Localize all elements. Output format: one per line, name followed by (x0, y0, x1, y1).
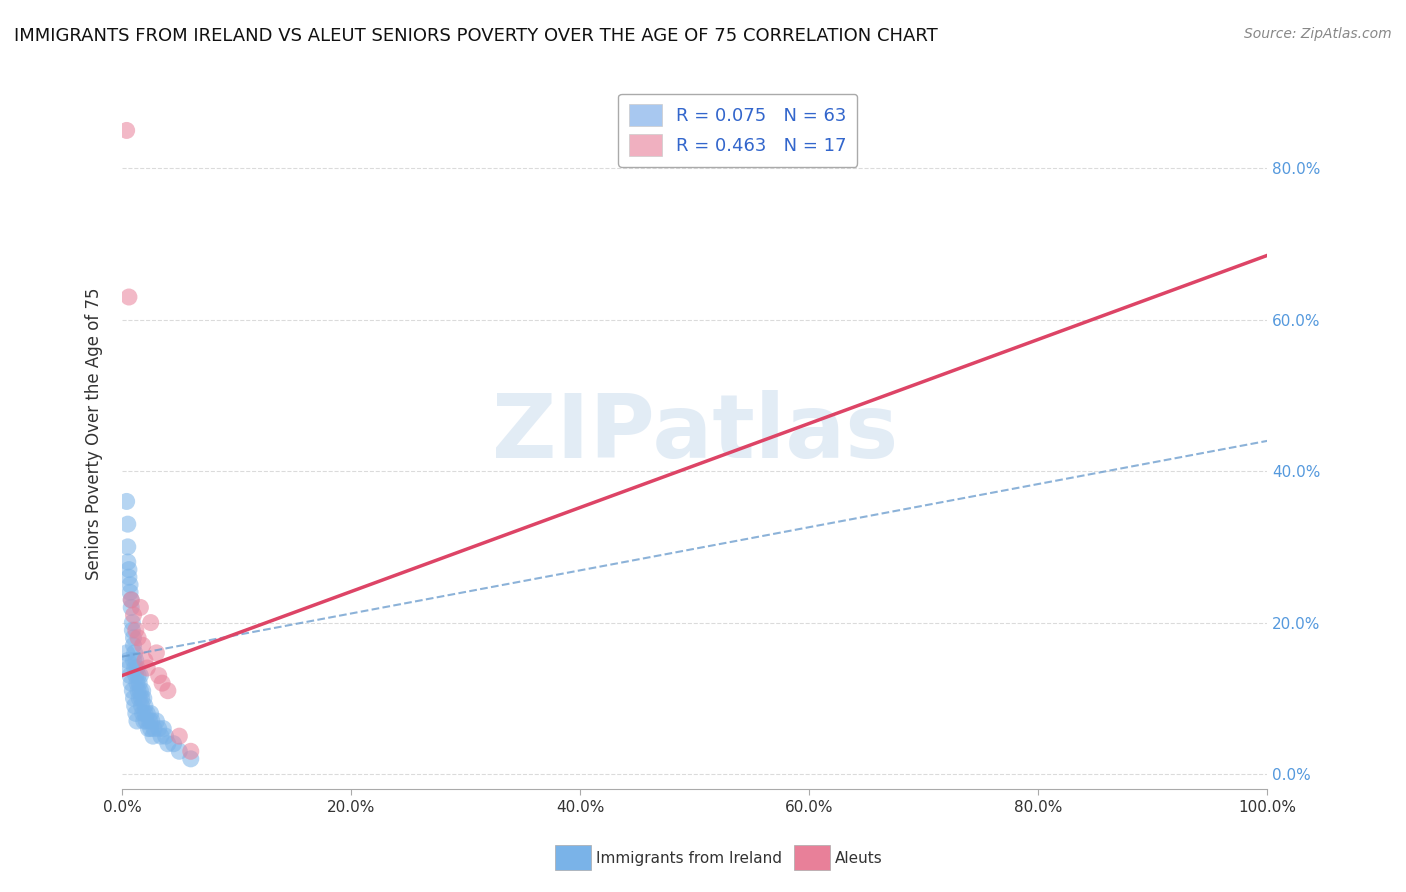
Point (169, 729, 191, 743)
Text: Aleuts: Aleuts (835, 851, 883, 865)
Point (118, 570, 141, 584)
Text: IMMIGRANTS FROM IRELAND VS ALEUT SENIORS POVERTY OVER THE AGE OF 75 CORRELATION : IMMIGRANTS FROM IRELAND VS ALEUT SENIORS… (14, 27, 938, 45)
Point (121, 683, 143, 698)
Point (122, 638, 145, 652)
Y-axis label: Seniors Poverty Over the Age of 75: Seniors Poverty Over the Age of 75 (86, 287, 103, 580)
Point (156, 683, 179, 698)
Point (124, 661, 146, 675)
Point (125, 706, 148, 721)
Point (124, 646, 146, 660)
Point (129, 600, 152, 615)
Point (162, 737, 184, 751)
Point (132, 691, 155, 706)
Point (135, 714, 157, 728)
Point (131, 638, 153, 652)
Text: Source: ZipAtlas.com: Source: ZipAtlas.com (1244, 27, 1392, 41)
Point (120, 578, 142, 592)
Point (122, 631, 145, 645)
Point (131, 706, 153, 721)
Point (117, 653, 139, 667)
Point (132, 714, 155, 728)
Point (125, 714, 148, 728)
Point (120, 676, 142, 690)
Point (131, 691, 153, 706)
Point (129, 683, 152, 698)
Point (139, 706, 162, 721)
Point (115, 646, 138, 660)
Point (141, 714, 163, 728)
Point (118, 290, 141, 304)
Legend: R = 0.075   N = 63, R = 0.463   N = 17: R = 0.075 N = 63, R = 0.463 N = 17 (619, 94, 858, 167)
Point (120, 668, 142, 682)
Point (139, 722, 162, 736)
Point (120, 592, 142, 607)
Point (125, 676, 148, 690)
Point (145, 714, 167, 728)
Point (136, 706, 159, 721)
Text: ZIPatlas: ZIPatlas (492, 390, 898, 477)
Point (125, 653, 148, 667)
Point (156, 737, 179, 751)
Point (180, 752, 202, 766)
Point (180, 744, 202, 758)
Point (169, 744, 191, 758)
Point (117, 540, 139, 554)
Point (120, 585, 142, 599)
Point (139, 615, 162, 630)
Point (128, 676, 150, 690)
Point (118, 661, 141, 675)
Point (148, 722, 170, 736)
Point (121, 623, 143, 637)
Point (129, 668, 152, 682)
Point (118, 563, 141, 577)
Point (131, 698, 153, 713)
Point (117, 517, 139, 532)
Point (125, 623, 148, 637)
Point (127, 668, 149, 682)
Point (127, 683, 149, 698)
Point (150, 676, 173, 690)
Point (122, 653, 145, 667)
Point (143, 722, 166, 736)
Point (128, 691, 150, 706)
Point (148, 668, 170, 682)
Point (115, 123, 138, 137)
Point (155, 729, 177, 743)
Point (115, 494, 138, 508)
Point (121, 615, 143, 630)
Point (138, 722, 160, 736)
Point (136, 661, 159, 675)
Point (122, 691, 145, 706)
Point (127, 631, 149, 645)
Point (131, 683, 153, 698)
Point (134, 698, 156, 713)
Point (124, 698, 146, 713)
Point (138, 714, 160, 728)
Point (134, 653, 156, 667)
Text: Immigrants from Ireland: Immigrants from Ireland (596, 851, 782, 865)
Point (142, 729, 165, 743)
Point (152, 722, 174, 736)
Point (117, 555, 139, 569)
Point (120, 592, 142, 607)
Point (150, 729, 173, 743)
Point (125, 668, 148, 682)
Point (122, 607, 145, 622)
Point (145, 646, 167, 660)
Point (120, 600, 142, 615)
Point (134, 706, 156, 721)
Point (125, 661, 148, 675)
